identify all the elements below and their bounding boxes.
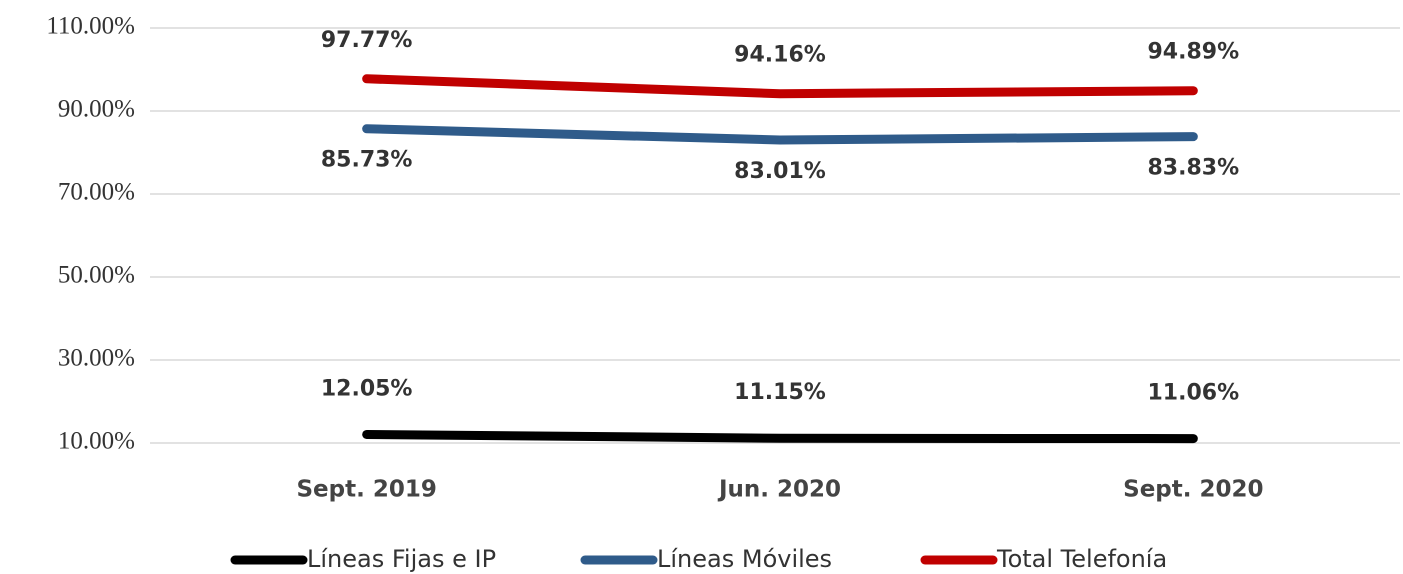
data-label: 83.83%: [1148, 156, 1240, 181]
y-tick-label: 110.00%: [46, 13, 135, 40]
data-label: 83.01%: [734, 159, 826, 184]
y-tick-label: 50.00%: [58, 262, 135, 289]
data-label: 11.06%: [1148, 381, 1240, 406]
x-tick-label: Jun. 2020: [717, 477, 841, 503]
y-tick-label: 90.00%: [58, 96, 135, 123]
series-line: [362, 429, 1198, 444]
y-tick-label: 10.00%: [58, 428, 135, 455]
legend-label: Líneas Móviles: [657, 545, 832, 573]
y-tick-label: 70.00%: [58, 179, 135, 206]
series-line: [362, 124, 1198, 145]
data-label: 94.89%: [1148, 40, 1240, 65]
y-tick-label: 30.00%: [58, 345, 135, 372]
data-label: 12.05%: [321, 376, 413, 401]
legend-label: Total Telefonía: [996, 545, 1167, 573]
legend-label: Líneas Fijas e IP: [307, 545, 496, 573]
x-tick-label: Sept. 2020: [1123, 477, 1263, 503]
data-label: 85.73%: [321, 148, 413, 173]
data-label: 97.77%: [321, 28, 413, 53]
data-label: 11.15%: [734, 380, 826, 405]
series-line: [362, 74, 1198, 99]
x-tick-label: Sept. 2019: [296, 477, 436, 503]
data-label: 94.16%: [734, 43, 826, 68]
